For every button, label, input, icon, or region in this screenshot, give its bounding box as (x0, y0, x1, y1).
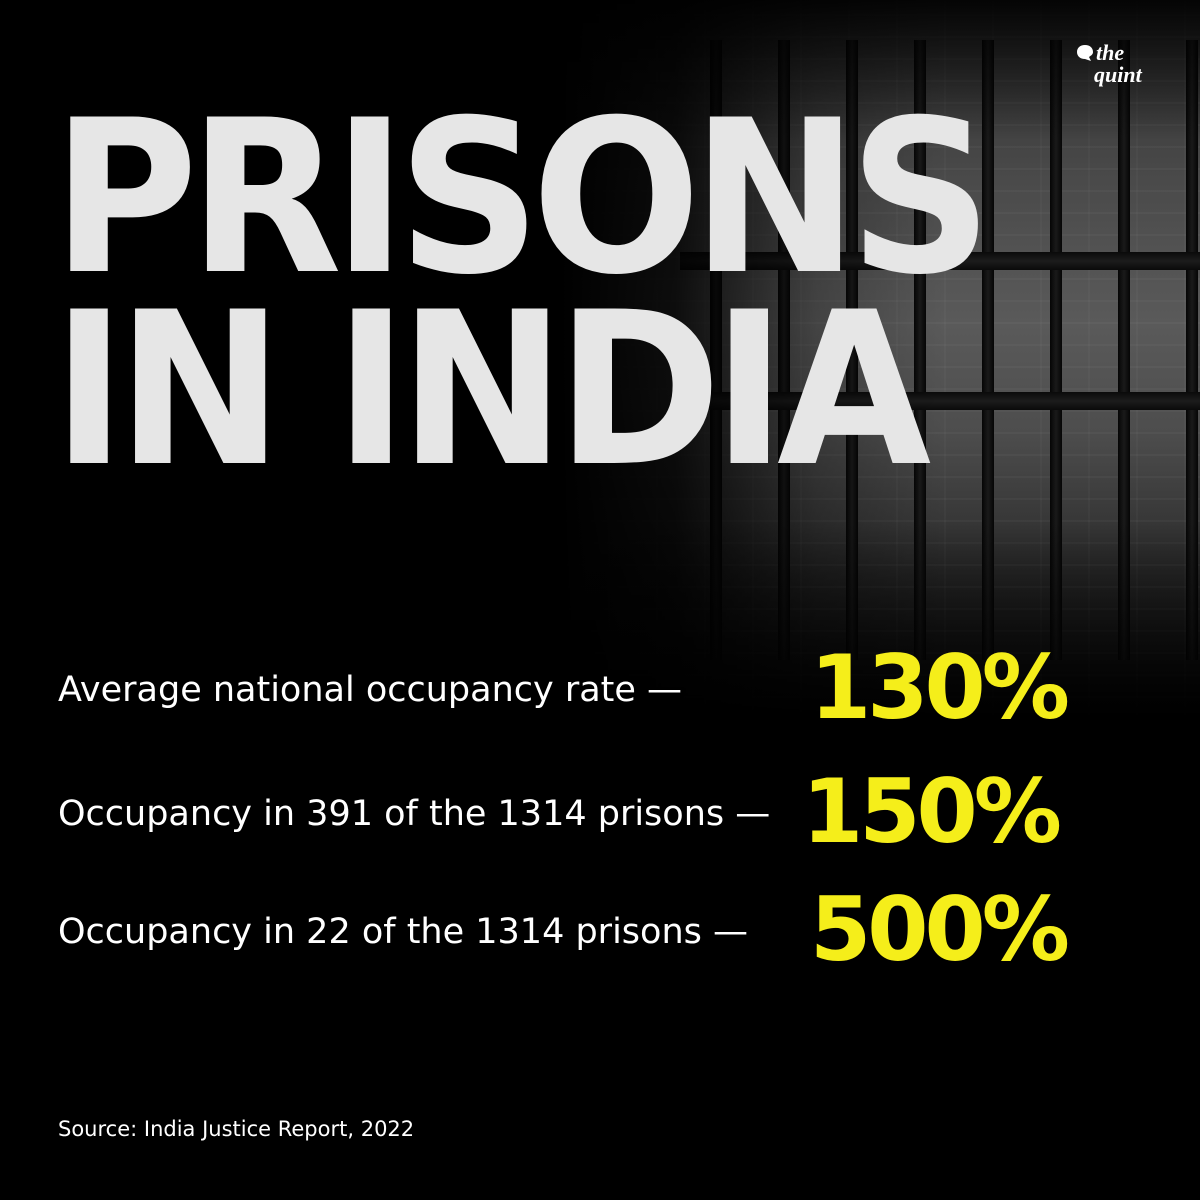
the-quint-logo: the quint (1076, 42, 1172, 98)
stat-label: Average national occupancy rate — (58, 670, 683, 710)
logo-text-the: the (1096, 40, 1125, 65)
photo-fade-top (560, 0, 1200, 140)
stat-value: 130% (810, 636, 1070, 739)
headline-line-2: IN INDIA (52, 266, 931, 513)
photo-fade-bottom (560, 520, 1200, 720)
stat-value: 500% (810, 878, 1070, 981)
prison-bars-photo (560, 0, 1200, 720)
logo-text-quint: quint (1094, 62, 1142, 87)
stat-row: Occupancy in 391 of the 1314 prisons — 1… (58, 762, 1158, 862)
stat-label: Occupancy in 22 of the 1314 prisons — (58, 912, 748, 952)
stat-row: Average national occupancy rate — 130% (58, 638, 1158, 738)
speech-bubble-icon (1077, 45, 1093, 61)
source-citation: Source: India Justice Report, 2022 (58, 1117, 415, 1141)
headline-line-1: PRISONS (52, 74, 992, 321)
stat-label: Occupancy in 391 of the 1314 prisons — (58, 794, 771, 834)
stat-value: 150% (802, 760, 1062, 863)
stat-row: Occupancy in 22 of the 1314 prisons — 50… (58, 880, 1158, 980)
